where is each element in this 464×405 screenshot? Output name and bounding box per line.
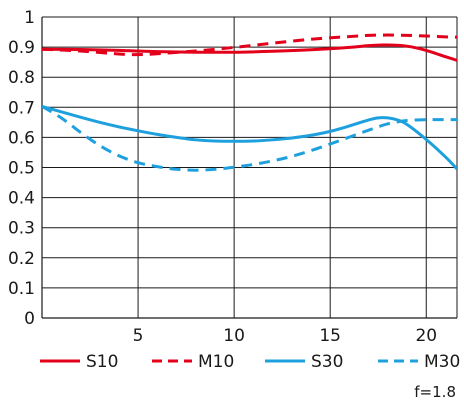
series-lines bbox=[42, 33, 457, 172]
x-tick-label: 5 bbox=[133, 326, 144, 346]
series-line-s10 bbox=[42, 43, 457, 62]
chart-legend: S10 M10 S30 M30 bbox=[40, 352, 460, 372]
legend-label-s10: S10 bbox=[86, 352, 118, 372]
y-tick-label: 0.8 bbox=[8, 68, 35, 88]
y-tick-label: 0.5 bbox=[8, 159, 35, 179]
y-tick-label: 0 bbox=[24, 309, 35, 329]
y-tick-label: 0.9 bbox=[8, 38, 35, 58]
legend-label-s30: S30 bbox=[311, 352, 343, 372]
y-tick-label: 0.3 bbox=[8, 219, 35, 239]
series-line-s30 bbox=[42, 104, 457, 171]
x-axis-tick-labels: 5 10 15 20 bbox=[133, 326, 437, 346]
chart-grid bbox=[42, 16, 457, 318]
y-tick-label: 0.7 bbox=[8, 98, 35, 118]
x-tick-label: 20 bbox=[415, 326, 437, 346]
x-tick-label: 10 bbox=[223, 326, 245, 346]
y-tick-label: 0.1 bbox=[8, 279, 35, 299]
series-line-m30 bbox=[42, 105, 457, 172]
aperture-annotation: f=1.8 bbox=[414, 383, 456, 401]
y-tick-label: 1 bbox=[24, 8, 35, 28]
y-tick-label: 0.4 bbox=[8, 189, 35, 209]
y-tick-label: 0.6 bbox=[8, 128, 35, 148]
x-tick-label: 15 bbox=[319, 326, 341, 346]
legend-label-m10: M10 bbox=[198, 352, 234, 372]
y-axis-tick-labels: 0 0.1 0.2 0.3 0.4 0.5 0.6 0.7 0.8 0.9 1 bbox=[8, 8, 35, 329]
y-tick-label: 0.2 bbox=[8, 249, 35, 269]
legend-label-m30: M30 bbox=[424, 352, 460, 372]
